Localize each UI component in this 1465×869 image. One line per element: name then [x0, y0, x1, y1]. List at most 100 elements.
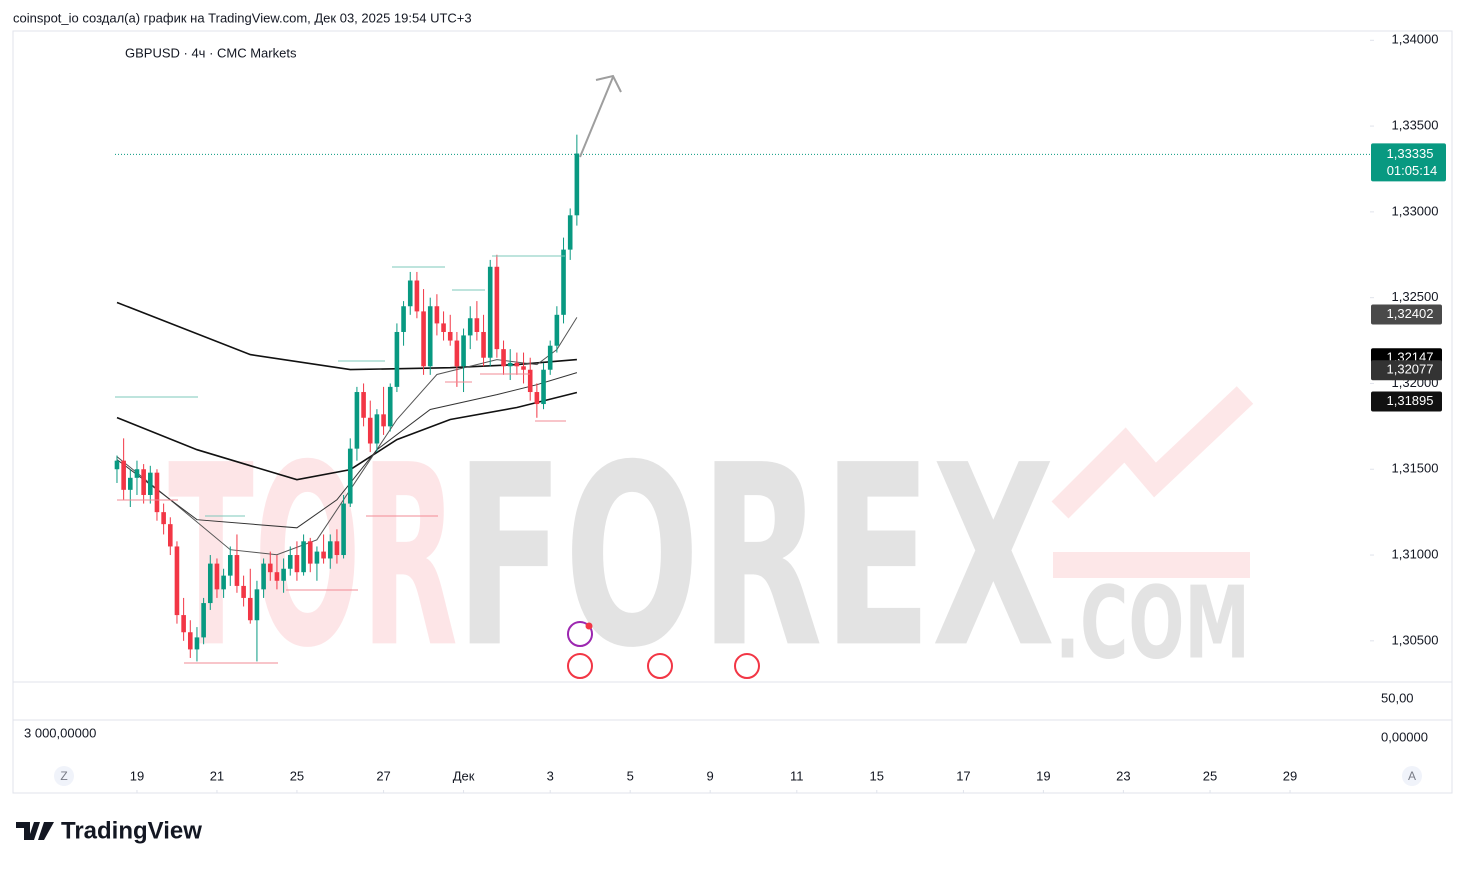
x-tick-label: 25 [290, 768, 304, 783]
brand: TradingView [61, 817, 202, 844]
candle-body [561, 249, 566, 315]
x-tick-label: 19 [1036, 768, 1050, 783]
x-tick-label: 9 [707, 768, 714, 783]
event-dot [585, 622, 593, 630]
candle-body [234, 555, 240, 586]
candle-body [574, 153, 580, 216]
x-tick-label: 23 [1116, 768, 1130, 783]
candle-body [521, 366, 526, 370]
price-tag [1371, 391, 1442, 412]
candle-body [307, 541, 313, 564]
candle-body [507, 362, 513, 367]
candle-body [141, 469, 146, 495]
candle-body [274, 572, 280, 581]
y-tick-label: 1,33000 [1392, 203, 1439, 218]
candle-body [201, 603, 206, 638]
watermark: TOR FOREX .COM [168, 386, 1254, 702]
lower-scale-top: 50,00 [1381, 690, 1414, 705]
candle-body [434, 306, 440, 324]
y-tick-label: 1,31000 [1392, 546, 1439, 561]
candle-body [487, 266, 493, 358]
zoom-button[interactable]: Z [60, 769, 67, 783]
y-tick-label: 1,32500 [1392, 289, 1439, 304]
button-bg [54, 766, 74, 786]
event-icon[interactable] [647, 653, 673, 679]
x-tick-label: 3 [547, 768, 554, 783]
price-tag-label: 1,32402 [1387, 306, 1434, 321]
x-tick-label: Дек [453, 768, 475, 783]
candle-body [427, 306, 433, 367]
candle-body [474, 318, 480, 332]
candle-body [554, 314, 560, 346]
candle-body [167, 524, 173, 547]
x-tick-label: 17 [956, 768, 970, 783]
lower-value: 3 000,00000 [24, 725, 96, 740]
candle-body [407, 280, 413, 307]
candle-body [354, 392, 360, 449]
price-tag [1371, 304, 1442, 325]
candle-body [207, 563, 213, 604]
logo-mark [16, 822, 54, 840]
candle-body [394, 331, 400, 387]
candle-body [461, 335, 466, 367]
price-tag-label: 1,32077 [1387, 362, 1434, 377]
watermark-tor: TOR [168, 411, 458, 702]
drawings [115, 74, 622, 664]
x-tick-label: 27 [376, 768, 390, 783]
x-tick-label: 19 [130, 768, 144, 783]
lower-scale-bottom: 0,00000 [1381, 729, 1428, 744]
candle-body [374, 414, 380, 444]
candle-body [227, 555, 233, 576]
candle-body [181, 615, 186, 633]
candle-body [347, 448, 353, 504]
candle-body [547, 345, 553, 370]
candle-body [241, 585, 246, 598]
candle-body [187, 632, 193, 650]
candle-body [321, 551, 326, 559]
button-bg [1402, 766, 1422, 786]
header: coinspot_io создал(а) график на TradingV… [13, 10, 472, 25]
candle-body [247, 597, 253, 621]
candle-body [154, 472, 160, 513]
candle-body [294, 555, 300, 573]
event-icon[interactable] [567, 653, 593, 679]
x-tick-label: 11 [790, 768, 804, 783]
candle-body [467, 318, 473, 336]
candle-body [261, 563, 266, 590]
candle-body [174, 546, 180, 616]
y-tick-label: 1,31500 [1392, 461, 1439, 476]
candle-body [381, 414, 386, 427]
candle-body [534, 392, 540, 405]
candle-body [114, 460, 120, 470]
auto-button[interactable]: A [1408, 769, 1416, 783]
frame [12, 30, 1453, 794]
candle-body [254, 589, 260, 621]
x-tick-label: 25 [1203, 768, 1217, 783]
arrow-head [595, 74, 622, 93]
price-tag-label: 1,31895 [1387, 393, 1434, 408]
event-icon[interactable] [734, 653, 760, 679]
x-tick-label: 29 [1283, 768, 1297, 783]
candle-body [161, 512, 166, 525]
events [567, 621, 760, 679]
candle-body [494, 266, 500, 350]
candle-body [387, 386, 393, 427]
candle-body [147, 472, 153, 495]
candle-body [421, 311, 426, 367]
chart-legend: GBPUSD · 4ч · CMC Markets [125, 45, 297, 60]
footer-logo: TradingView [16, 817, 202, 844]
candle-body [361, 392, 366, 418]
candle-body [134, 469, 140, 478]
countdown: 01:05:14 [1387, 163, 1438, 178]
candle-body [281, 568, 286, 581]
candle-body [194, 637, 200, 650]
watermark-com: .COM [1055, 564, 1250, 681]
candle-body [514, 362, 520, 367]
event-icon[interactable] [567, 621, 593, 647]
candle-body [221, 575, 226, 590]
candle-body [341, 503, 346, 556]
candle-body [327, 541, 333, 559]
candle-body [121, 460, 126, 490]
candle-body [447, 331, 453, 341]
